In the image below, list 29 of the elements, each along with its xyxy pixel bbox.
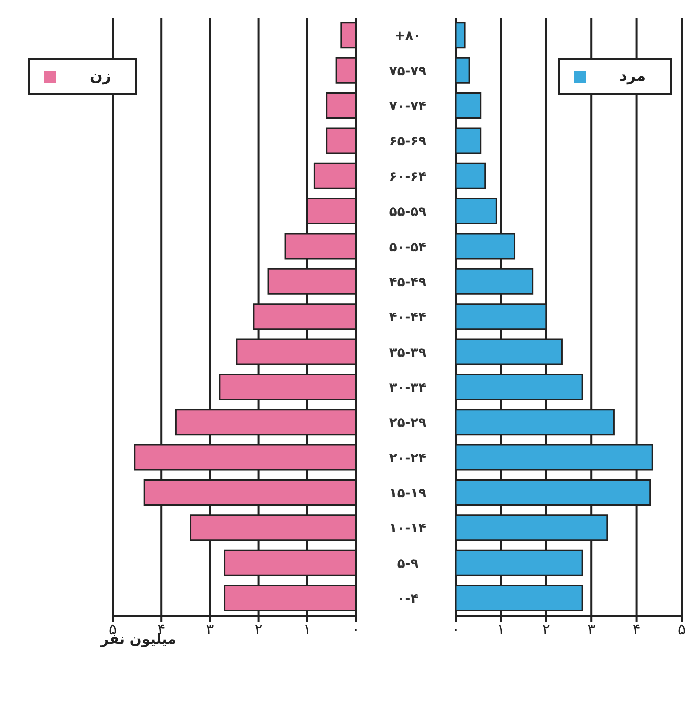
y-tick-label: ۴۰-۴۴ (389, 310, 427, 326)
x-tick-label: ۳ (206, 620, 214, 639)
x-tick-label: ۱ (303, 620, 312, 639)
x-tick-label: ۴ (632, 620, 641, 639)
y-tick-label: +۸۰ (394, 29, 422, 44)
y-tick-label: ۵-۹ (397, 556, 419, 572)
y-tick-label: ۶۰-۶۴ (389, 170, 427, 185)
y-tick-label: ۵۵-۵۹ (389, 205, 427, 220)
x-tick-label: ۵ (678, 620, 686, 639)
legend-label: زن (90, 67, 112, 85)
x-tick-label: ۳ (588, 620, 596, 639)
y-tick-label: ۲۵-۲۹ (389, 416, 427, 432)
x-tick-label: ۰ (352, 620, 360, 639)
y-tick-label: ۷۵-۷۹ (389, 64, 427, 80)
y-tick-label: ۰-۴ (397, 592, 419, 608)
y-tick-label: ۲۰-۲۴ (389, 451, 427, 466)
y-tick-label: ۳۵-۳۹ (389, 346, 427, 361)
y-tick-label: ۶۵-۶۹ (389, 134, 427, 150)
y-tick-label: ۳۰-۳۴ (389, 380, 427, 396)
legend-label: مرد (620, 67, 646, 85)
x-tick-label: ۰ (452, 620, 460, 639)
y-tick-label: ۱۵-۱۹ (389, 486, 427, 502)
y-tick-label: ۱۰-۱۴ (389, 522, 427, 537)
y-tick-label: ۵۰-۵۴ (389, 240, 427, 256)
x-tick-label: ۱ (497, 620, 506, 639)
y-tick-label: ۷۰-۷۴ (389, 100, 427, 115)
x-tick-label: ۲ (542, 620, 550, 639)
y-tick-label: ۴۵-۴۹ (389, 275, 427, 290)
x-tick-label: ۲ (254, 620, 263, 639)
